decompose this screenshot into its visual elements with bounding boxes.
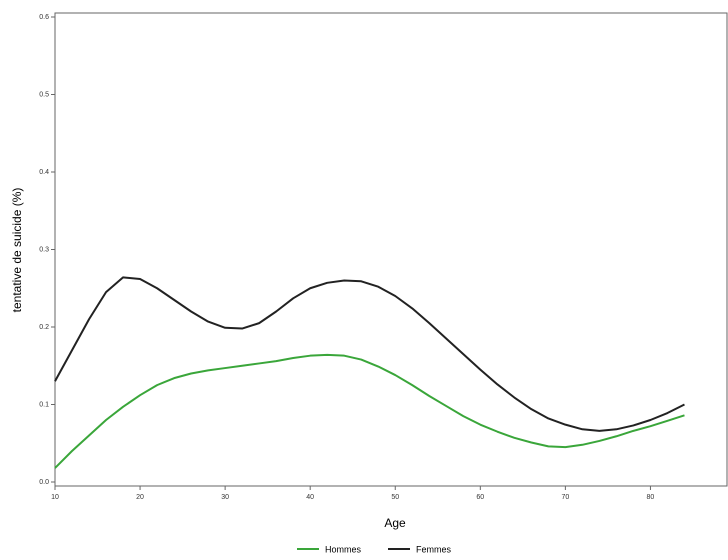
y-tick-label: 0.3 [39, 246, 49, 253]
line-series [54, 353, 685, 469]
x-tick-label: 20 [136, 494, 144, 501]
y-axis-label: tentative de suicide (%) [10, 188, 24, 313]
line-series [54, 276, 685, 432]
x-tick-label: 10 [51, 494, 59, 501]
x-tick-label: 70 [561, 494, 569, 501]
y-tick-label: 0.6 [39, 14, 49, 21]
legend-label: Femmes [416, 544, 452, 554]
y-tick-label: 0.4 [39, 169, 49, 176]
x-tick-label: 60 [476, 494, 484, 501]
y-tick-label: 0.0 [39, 479, 49, 486]
x-tick-label: 30 [221, 494, 229, 501]
x-axis-label: Age [384, 516, 406, 530]
y-tick-label: 0.2 [39, 324, 49, 331]
y-tick-label: 0.1 [39, 401, 49, 408]
x-tick-label: 80 [647, 494, 655, 501]
x-tick-label: 40 [306, 494, 314, 501]
plot-frame [54, 12, 728, 487]
legend-label: Hommes [325, 544, 362, 554]
y-tick-label: 0.5 [39, 91, 49, 98]
x-tick-label: 50 [391, 494, 399, 501]
